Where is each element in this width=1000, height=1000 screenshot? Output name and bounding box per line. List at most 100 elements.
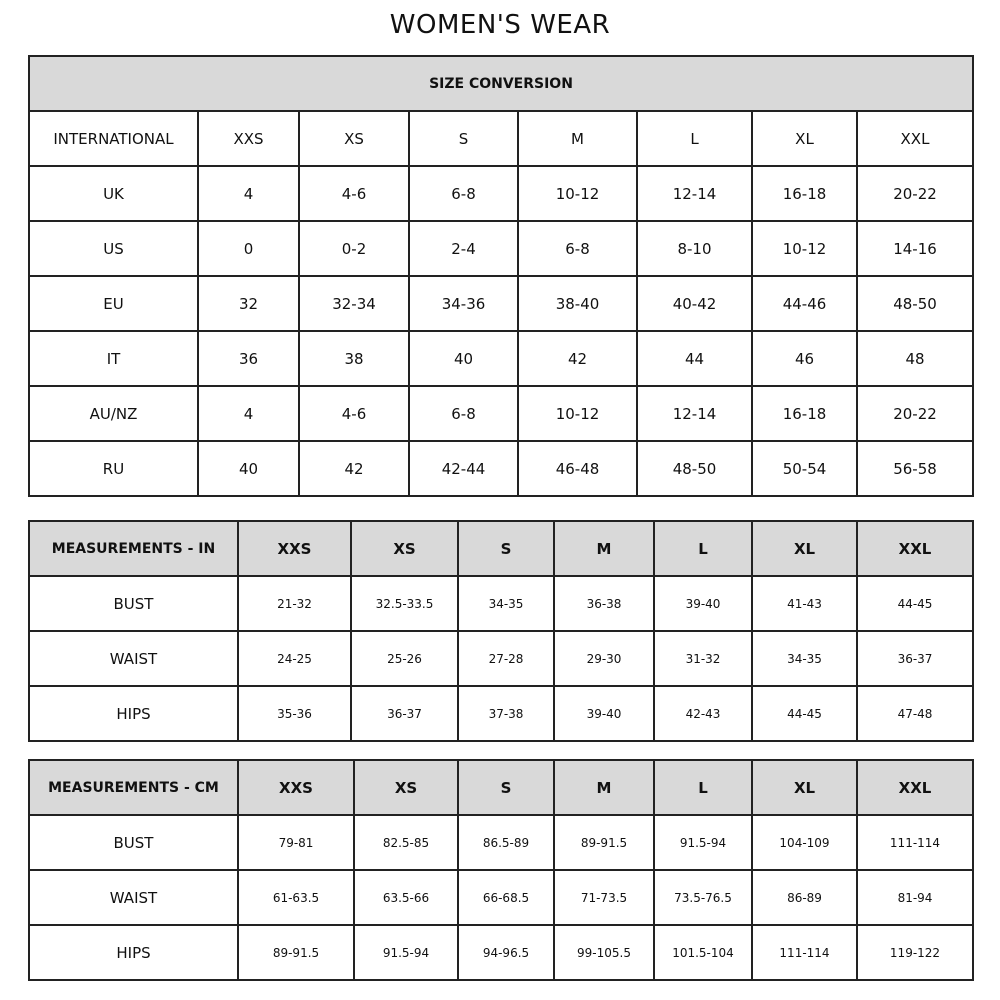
table-cell: 56-58 <box>856 440 974 497</box>
measurements-in-table: MEASUREMENTS - IN XXS XS S M L XL XXL BUST 21-32 3… <box>28 520 974 742</box>
table-cell: 16-18 <box>751 385 858 442</box>
table-cell: 34-36 <box>408 275 519 332</box>
table-cell: 66-68.5 <box>457 869 555 926</box>
table-cell: 47-48 <box>856 685 974 742</box>
column-header-row: INTERNATIONAL XXS XS S M L XL XXL <box>28 110 974 167</box>
table-row: WAIST 24-25 25-26 27-28 29-30 31-32 34-35 36-37 <box>28 630 974 687</box>
table-cell: 29-30 <box>553 630 655 687</box>
column-header-row: MEASUREMENTS - CM XXS XS S M L XL XXL <box>28 759 974 816</box>
table-row: IT 36 38 40 42 44 46 48 <box>28 330 974 387</box>
table-cell: 99-105.5 <box>553 924 655 981</box>
table-cell: 40 <box>408 330 519 387</box>
table-cell: 36-38 <box>553 575 655 632</box>
table-cell: 2-4 <box>408 220 519 277</box>
table-cell: 48-50 <box>636 440 753 497</box>
table-cell: L <box>636 110 753 167</box>
table-cell: 6-8 <box>408 385 519 442</box>
table-cell: 89-91.5 <box>237 924 355 981</box>
table-cell: 48 <box>856 330 974 387</box>
table-cell: S <box>408 110 519 167</box>
table-cell: 37-38 <box>457 685 555 742</box>
table-cell: XXS <box>237 520 352 577</box>
table-cell: 101.5-104 <box>653 924 753 981</box>
table-cell: 86-89 <box>751 869 858 926</box>
table-cell: 4 <box>197 385 300 442</box>
column-header-row: MEASUREMENTS - IN XXS XS S M L XL XXL <box>28 520 974 577</box>
table-cell: XXL <box>856 110 974 167</box>
table-row: UK 4 4-6 6-8 10-12 12-14 16-18 20-22 <box>28 165 974 222</box>
table-cell: 0-2 <box>298 220 410 277</box>
table-cell: 50-54 <box>751 440 858 497</box>
table-cell: 104-109 <box>751 814 858 871</box>
table-cell: 4-6 <box>298 165 410 222</box>
row-label: MEASUREMENTS - CM <box>28 759 239 816</box>
table-cell: 32.5-33.5 <box>350 575 459 632</box>
table-cell: S <box>457 759 555 816</box>
table-cell: 20-22 <box>856 385 974 442</box>
table-cell: 38-40 <box>517 275 638 332</box>
table-cell: 44-45 <box>856 575 974 632</box>
table-cell: 0 <box>197 220 300 277</box>
table-cell: 10-12 <box>517 385 638 442</box>
table-cell: XL <box>751 759 858 816</box>
table-cell: 6-8 <box>408 165 519 222</box>
table-cell: 31-32 <box>653 630 753 687</box>
table-cell: 16-18 <box>751 165 858 222</box>
table-cell: 36-37 <box>856 630 974 687</box>
table-row: US 0 0-2 2-4 6-8 8-10 10-12 14-16 <box>28 220 974 277</box>
table-row: RU 40 42 42-44 46-48 48-50 50-54 56-58 <box>28 440 974 497</box>
table-cell: 10-12 <box>517 165 638 222</box>
table-cell: 4 <box>197 165 300 222</box>
table-row: WAIST 61-63.5 63.5-66 66-68.5 71-73.5 73.5-76… <box>28 869 974 926</box>
table-cell: 32 <box>197 275 300 332</box>
table-cell: 8-10 <box>636 220 753 277</box>
table-cell: 82.5-85 <box>353 814 459 871</box>
table-cell: M <box>553 520 655 577</box>
table-cell: 10-12 <box>751 220 858 277</box>
row-label: US <box>28 220 199 277</box>
table-cell: 46 <box>751 330 858 387</box>
table-cell: 35-36 <box>237 685 352 742</box>
table-cell: 42 <box>517 330 638 387</box>
row-label: BUST <box>28 814 239 871</box>
table-cell: 44-45 <box>751 685 858 742</box>
row-label: EU <box>28 275 199 332</box>
table-cell: L <box>653 759 753 816</box>
table-cell: 34-35 <box>457 575 555 632</box>
table-cell: M <box>517 110 638 167</box>
table-cell: 111-114 <box>856 814 974 871</box>
table-cell: 40 <box>197 440 300 497</box>
table-cell: M <box>553 759 655 816</box>
table-cell: L <box>653 520 753 577</box>
table-cell: 25-26 <box>350 630 459 687</box>
table-cell: 20-22 <box>856 165 974 222</box>
table-cell: 24-25 <box>237 630 352 687</box>
table-cell: XS <box>350 520 459 577</box>
table-cell: 61-63.5 <box>237 869 355 926</box>
row-label: IT <box>28 330 199 387</box>
table-cell: 42-44 <box>408 440 519 497</box>
table-cell: 12-14 <box>636 165 753 222</box>
table-cell: 63.5-66 <box>353 869 459 926</box>
table-cell: 12-14 <box>636 385 753 442</box>
table-cell: XS <box>353 759 459 816</box>
table-cell: 91.5-94 <box>653 814 753 871</box>
table-cell: 6-8 <box>517 220 638 277</box>
table-cell: 39-40 <box>653 575 753 632</box>
table-cell: 27-28 <box>457 630 555 687</box>
table-row: AU/NZ 4 4-6 6-8 10-12 12-14 16-18 20-22 <box>28 385 974 442</box>
table-cell: 79-81 <box>237 814 355 871</box>
row-label: WAIST <box>28 869 239 926</box>
table-row: EU 32 32-34 34-36 38-40 40-42 44-46 48-50 <box>28 275 974 332</box>
table-cell: 86.5-89 <box>457 814 555 871</box>
row-label: HIPS <box>28 924 239 981</box>
row-label: BUST <box>28 575 239 632</box>
table-cell: 89-91.5 <box>553 814 655 871</box>
table-cell: 48-50 <box>856 275 974 332</box>
page-title: WOMEN'S WEAR <box>389 10 611 40</box>
table-cell: 42-43 <box>653 685 753 742</box>
table-cell: 42 <box>298 440 410 497</box>
table-cell: 21-32 <box>237 575 352 632</box>
table-cell: 14-16 <box>856 220 974 277</box>
table-row: BUST 21-32 32.5-33.5 34-35 36-38 39-40 41-43 44… <box>28 575 974 632</box>
